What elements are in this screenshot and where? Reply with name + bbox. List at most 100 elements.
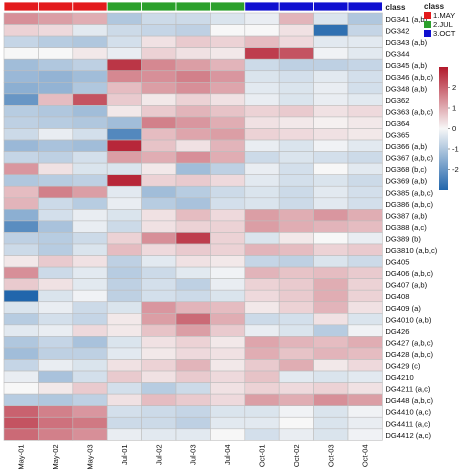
heatmap-cell	[175, 301, 211, 314]
heatmap-cell	[175, 82, 211, 95]
color-scale-tick-label: 0	[452, 124, 456, 133]
column-label: Jul-02	[154, 444, 163, 465]
heatmap-cell	[3, 151, 39, 164]
heatmap-cell	[38, 301, 74, 314]
heatmap-cell	[278, 70, 314, 83]
heatmap-cell	[244, 58, 280, 72]
heatmap-cell	[210, 266, 246, 279]
heatmap-cell	[72, 116, 108, 129]
heatmap-cell	[141, 428, 177, 441]
row-label: DG426	[385, 327, 409, 336]
row-label: DG346 (a,b,c)	[385, 73, 433, 82]
heatmap-cell	[141, 197, 177, 210]
heatmap-cell	[38, 70, 74, 83]
heatmap-cell	[72, 139, 108, 152]
heatmap-cell	[210, 58, 246, 72]
heatmap-cell	[244, 70, 280, 83]
heatmap-cell	[175, 128, 211, 141]
heatmap-cell	[347, 324, 383, 337]
row-label: DG4010 (a,b)	[385, 315, 431, 324]
heatmap-cell	[175, 232, 211, 245]
heatmap-cell	[106, 370, 142, 383]
heatmap-cell	[106, 82, 142, 95]
heatmap-cell	[278, 93, 314, 106]
heatmap-cell	[38, 220, 74, 233]
heatmap-cell	[175, 12, 211, 25]
row-label: DG427 (a,b,c)	[385, 338, 433, 347]
heatmap-cell	[38, 185, 74, 199]
heatmap-cell	[210, 139, 246, 152]
heatmap-cell	[141, 220, 177, 233]
heatmap-cell	[313, 301, 349, 314]
heatmap-cell	[313, 243, 349, 256]
heatmap-cell	[72, 370, 108, 383]
heatmap-cell	[72, 174, 108, 187]
row-label: DG448 (a,b,c)	[385, 396, 433, 405]
heatmap-cell	[313, 58, 349, 72]
heatmap-cell	[141, 324, 177, 337]
heatmap-cell	[175, 58, 211, 72]
row-label: DG4411 (a,c)	[385, 419, 430, 428]
heatmap-cell	[106, 197, 142, 210]
heatmap-cell	[313, 82, 349, 95]
heatmap-cell	[72, 266, 108, 279]
heatmap-cell	[106, 243, 142, 256]
heatmap-cell	[38, 232, 74, 245]
heatmap-cell	[141, 393, 177, 406]
heatmap-cell	[175, 347, 211, 360]
column-label: Oct-02	[292, 444, 301, 467]
heatmap-cell	[244, 243, 280, 256]
heatmap-cell	[244, 255, 280, 268]
heatmap-cell	[141, 232, 177, 245]
heatmap-cell	[210, 393, 246, 406]
heatmap-cell	[210, 174, 246, 187]
heatmap-cell	[244, 128, 280, 141]
heatmap-cell	[3, 428, 39, 441]
heatmap-cell	[175, 359, 211, 372]
heatmap-cell	[3, 105, 39, 118]
heatmap-cell	[3, 243, 39, 256]
row-label: DG367 (a,b,c)	[385, 154, 433, 163]
class-annotation-cell	[175, 1, 211, 12]
heatmap-cell	[141, 12, 177, 25]
heatmap-cell	[38, 278, 74, 291]
class-annotation-cell	[209, 1, 246, 12]
heatmap-cell	[3, 347, 39, 360]
heatmap-cell	[175, 393, 211, 406]
heatmap-cell	[347, 405, 383, 418]
row-label: DG363 (a,b,c)	[385, 107, 433, 116]
heatmap-cell	[141, 359, 177, 372]
heatmap-cell	[210, 301, 246, 314]
heatmap-cell	[175, 162, 211, 175]
heatmap-cell	[175, 93, 211, 106]
heatmap-cell	[244, 220, 280, 233]
row-label: DG429 (c)	[385, 362, 420, 371]
row-label: DG385 (a,b,c)	[385, 188, 433, 197]
heatmap-cell	[244, 232, 280, 245]
heatmap-cell	[106, 393, 142, 406]
heatmap-cell	[347, 70, 383, 83]
heatmap-cell	[141, 336, 177, 349]
heatmap-cell	[72, 243, 108, 256]
heatmap-cell	[278, 428, 314, 441]
color-scale-tick-label: 1	[452, 104, 456, 113]
heatmap-cell	[210, 47, 246, 60]
column-label: May-03	[86, 444, 95, 469]
heatmap-cell	[313, 428, 349, 441]
heatmap-cell	[38, 405, 74, 418]
heatmap-cell	[175, 278, 211, 291]
heatmap-cell	[106, 162, 142, 175]
heatmap-cell	[3, 416, 39, 430]
heatmap-cell	[210, 82, 246, 95]
class-annotation-cell	[3, 1, 39, 12]
heatmap-cell	[313, 197, 349, 210]
heatmap-cell	[347, 347, 383, 360]
heatmap-cell	[106, 35, 142, 48]
heatmap-cell	[141, 174, 177, 187]
heatmap-cell	[72, 197, 108, 210]
heatmap-cell	[210, 289, 246, 303]
heatmap-cell	[278, 105, 314, 118]
heatmap-cell	[38, 12, 74, 25]
heatmap-cell	[141, 139, 177, 152]
heatmap-cell	[313, 174, 349, 187]
